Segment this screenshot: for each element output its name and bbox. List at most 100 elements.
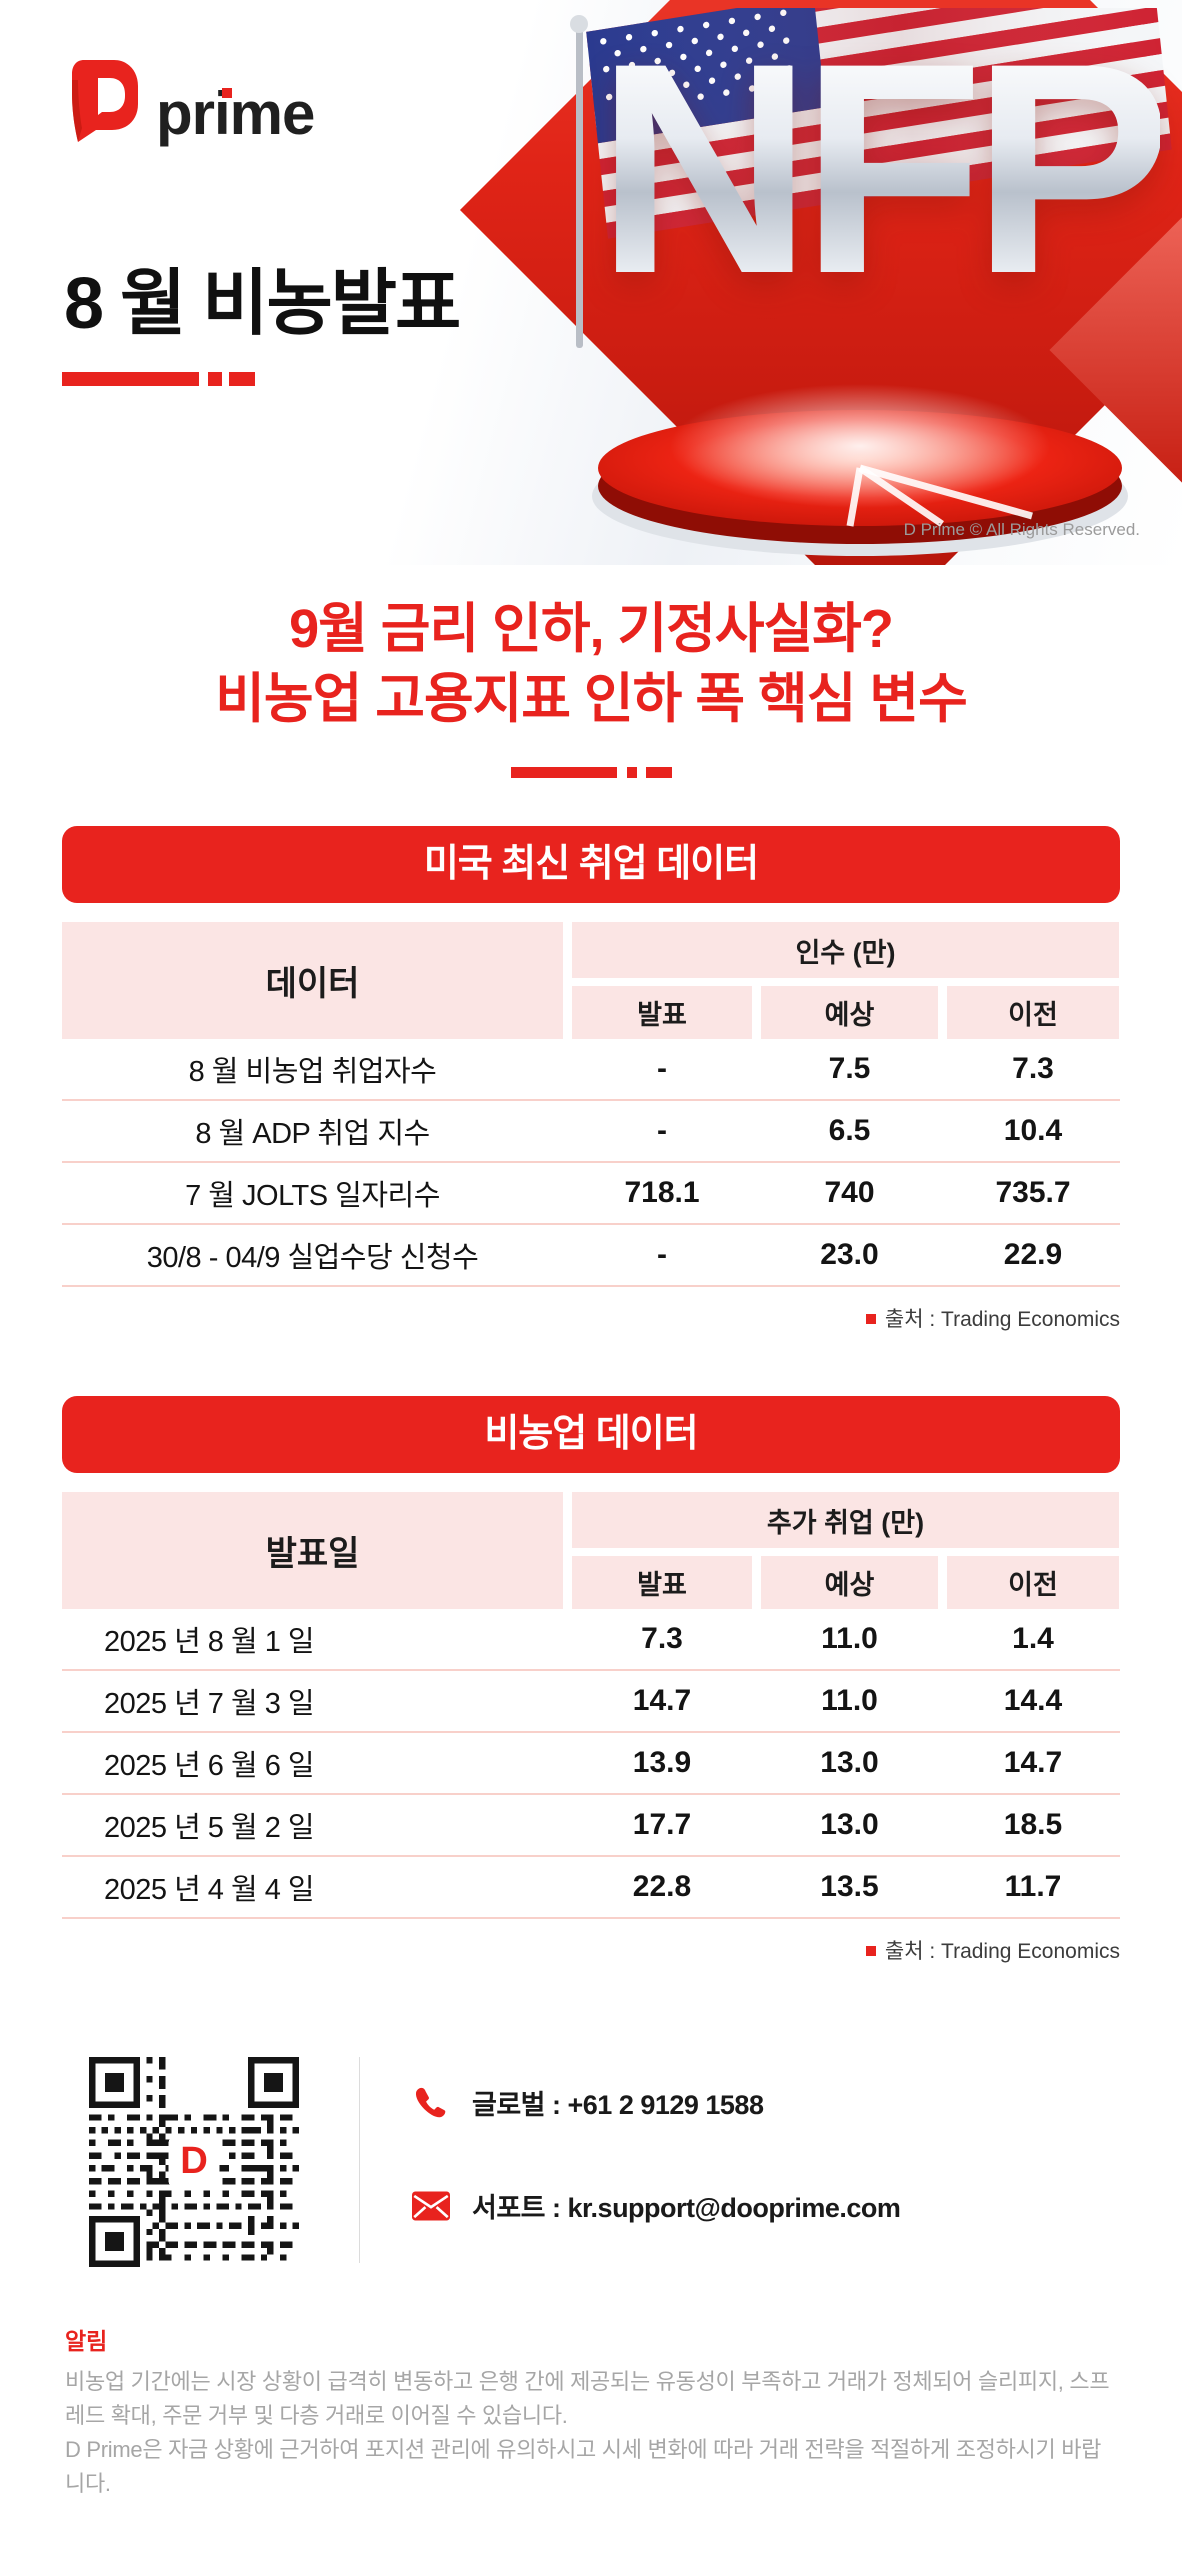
column-header-data: 데이터 [62,922,563,1039]
table-row: 7 월 JOLTS 일자리수 718.1 740 735.7 [62,1163,1120,1225]
table-row: 8 월 ADP 취업 지수 - 6.5 10.4 [62,1101,1120,1163]
cell-forecast: 6.5 [828,1114,871,1147]
cell-previous: 7.3 [1012,1052,1054,1085]
cell-forecast: 11.0 [821,1622,878,1655]
phone-contact-row: 글로벌 : +61 2 9129 1588 [412,2083,900,2122]
nfp-history-data-section: 비농업 데이터 발표일 추가 취업 (만) 발표 예상 이전 2025 년 8 … [62,1396,1120,1965]
row-label: 2025 년 4 월 4 일 [104,1874,315,1906]
email-contact-row: 서포트 : kr.support@dooprime.com [412,2186,901,2225]
cell-forecast: 11.0 [821,1684,878,1717]
contact-section: D 글로벌 : +61 2 9129 1588 서포트 : kr.support… [89,2057,901,2267]
nfp-3d-letters: NFP [596,0,1172,336]
headline-line2: 비농업 고용지표 인하 폭 핵심 변수 [215,669,968,729]
column-header-forecast: 예상 [761,1556,938,1609]
disclaimer-paragraph-1: 비농업 기간에는 시장 상황이 급격히 변동하고 은행 간에 제공되는 유동성이… [65,2369,1110,2428]
headline-line1: 9월 금리 인하, 기정사실화? [289,599,894,659]
row-label: 30/8 - 04/9 실업수당 신청수 [146,1242,479,1274]
main-headline: 9월 금리 인하, 기정사실화? 비농업 고용지표 인하 폭 핵심 변수 [0,594,1182,734]
row-label: 8 월 비농업 취업자수 [188,1056,437,1088]
table-row: 2025 년 6 월 6 일 13.9 13.0 14.7 [62,1733,1120,1795]
source-bullet-icon [865,1946,876,1956]
flag-pole-finial [570,15,588,33]
red-pie-podium-graphic [570,328,1150,565]
disclaimer-paragraph-2: D Prime은 자금 상황에 근거하여 포지션 관리에 유의하시고 시세 변화… [65,2437,1102,2496]
brand-logo: prime [72,60,315,147]
column-header-forecast: 예상 [761,986,938,1039]
dprime-logo-mark [72,60,138,142]
cell-previous: 22.9 [1003,1238,1063,1271]
cell-actual: 14.7 [632,1684,692,1717]
contact-list: 글로벌 : +61 2 9129 1588 서포트 : kr.support@d… [412,2057,901,2225]
cell-forecast: 13.5 [820,1870,879,1903]
logo-i-dot [222,88,232,98]
section-title-bar: 비농업 데이터 [62,1396,1120,1473]
cell-forecast: 23.0 [820,1238,879,1271]
cell-previous: 735.7 [995,1176,1071,1209]
column-header-previous: 이전 [947,1556,1119,1609]
us-flag-graphic [560,0,1180,353]
source-bullet-icon [865,1314,876,1324]
cell-actual: - [657,1114,667,1147]
cell-actual: - [657,1052,667,1085]
row-label: 2025 년 7 월 3 일 [104,1688,315,1720]
support-email: 서포트 : kr.support@dooprime.com [472,2193,901,2223]
table-row: 8 월 비농업 취업자수 - 7.5 7.3 [62,1039,1120,1101]
table-row: 30/8 - 04/9 실업수당 신청수 - 23.0 22.9 [62,1225,1120,1287]
cell-forecast: 13.0 [820,1808,879,1841]
column-header-previous: 이전 [947,986,1119,1039]
us-employment-data-section: 미국 최신 취업 데이터 데이터 인수 (만) 발표 예상 이전 8 월 비농업… [62,826,1120,1333]
phone-icon [415,2087,446,2117]
qr-code: D [89,2057,299,2267]
table-row: 2025 년 8 월 1 일 7.3 11.0 1.4 [62,1609,1120,1671]
column-group-header: 추가 취업 (만) [572,1492,1119,1548]
cell-previous: 11.7 [1004,1870,1062,1903]
cell-previous: 1.4 [1012,1622,1054,1655]
envelope-icon [412,2190,450,2221]
cell-forecast: 740 [824,1176,875,1209]
row-label: 7 월 JOLTS 일자리수 [185,1180,440,1212]
data-source-note: 출처 : Trading Economics [62,1303,1120,1333]
table-header: 데이터 인수 (만) 발표 예상 이전 [62,922,1120,1039]
phone-number: 글로벌 : +61 2 9129 1588 [472,2090,764,2120]
contact-divider [359,2057,360,2263]
cell-forecast: 13.0 [820,1746,879,1779]
table-header: 발표일 추가 취업 (만) 발표 예상 이전 [62,1492,1120,1609]
cell-forecast: 7.5 [828,1052,871,1085]
table-row: 2025 년 5 월 2 일 17.7 13.0 18.5 [62,1795,1120,1857]
copyright-caption: D Prime © All Rights Reserved. [903,520,1140,539]
disclaimer-section: 알림 비농업 기간에는 시장 상황이 급격히 변동하고 은행 간에 제공되는 유… [65,2322,1119,2501]
table-body: 2025 년 8 월 1 일 7.3 11.0 1.4 2025 년 7 월 3… [62,1609,1120,1919]
column-header-release-date: 발표일 [62,1492,563,1609]
row-label: 2025 년 6 월 6 일 [104,1750,315,1782]
headline-underline-decoration [0,767,1182,778]
column-header-actual: 발표 [572,1556,752,1609]
table-row: 2025 년 4 월 4 일 22.8 13.5 11.7 [62,1857,1120,1919]
cell-actual: 17.7 [632,1808,692,1841]
qr-center-logo: D [168,2136,220,2188]
hero-banner: NFP prime 8 월 비농발표 D Prime © All Rights … [0,0,1182,565]
page-title: 8 월 비농발표 [64,264,461,344]
row-label: 2025 년 5 월 2 일 [104,1812,315,1844]
cell-actual: 13.9 [632,1746,692,1779]
cell-actual: - [657,1238,667,1271]
cell-actual: 718.1 [624,1176,700,1209]
table-row: 2025 년 7 월 3 일 14.7 11.0 14.4 [62,1671,1120,1733]
cell-previous: 10.4 [1003,1114,1063,1147]
data-source-note: 출처 : Trading Economics [62,1935,1120,1965]
row-label: 2025 년 8 월 1 일 [104,1626,315,1658]
row-label: 8 월 ADP 취업 지수 [195,1118,430,1150]
section-title-bar: 미국 최신 취업 데이터 [62,826,1120,903]
disclaimer-title: 알림 [65,2328,108,2354]
cell-previous: 14.4 [1003,1684,1063,1717]
cell-previous: 18.5 [1003,1808,1063,1841]
title-underline-decoration [62,372,255,386]
cell-actual: 7.3 [641,1622,683,1655]
brand-logo-text: prime [156,80,315,147]
cell-previous: 14.7 [1003,1746,1063,1779]
cell-actual: 22.8 [632,1870,692,1903]
column-group-header: 인수 (만) [572,922,1119,978]
column-header-actual: 발표 [572,986,752,1039]
table-body: 8 월 비농업 취업자수 - 7.5 7.3 8 월 ADP 취업 지수 - 6… [62,1039,1120,1287]
svg-text:D: D [180,2139,208,2182]
